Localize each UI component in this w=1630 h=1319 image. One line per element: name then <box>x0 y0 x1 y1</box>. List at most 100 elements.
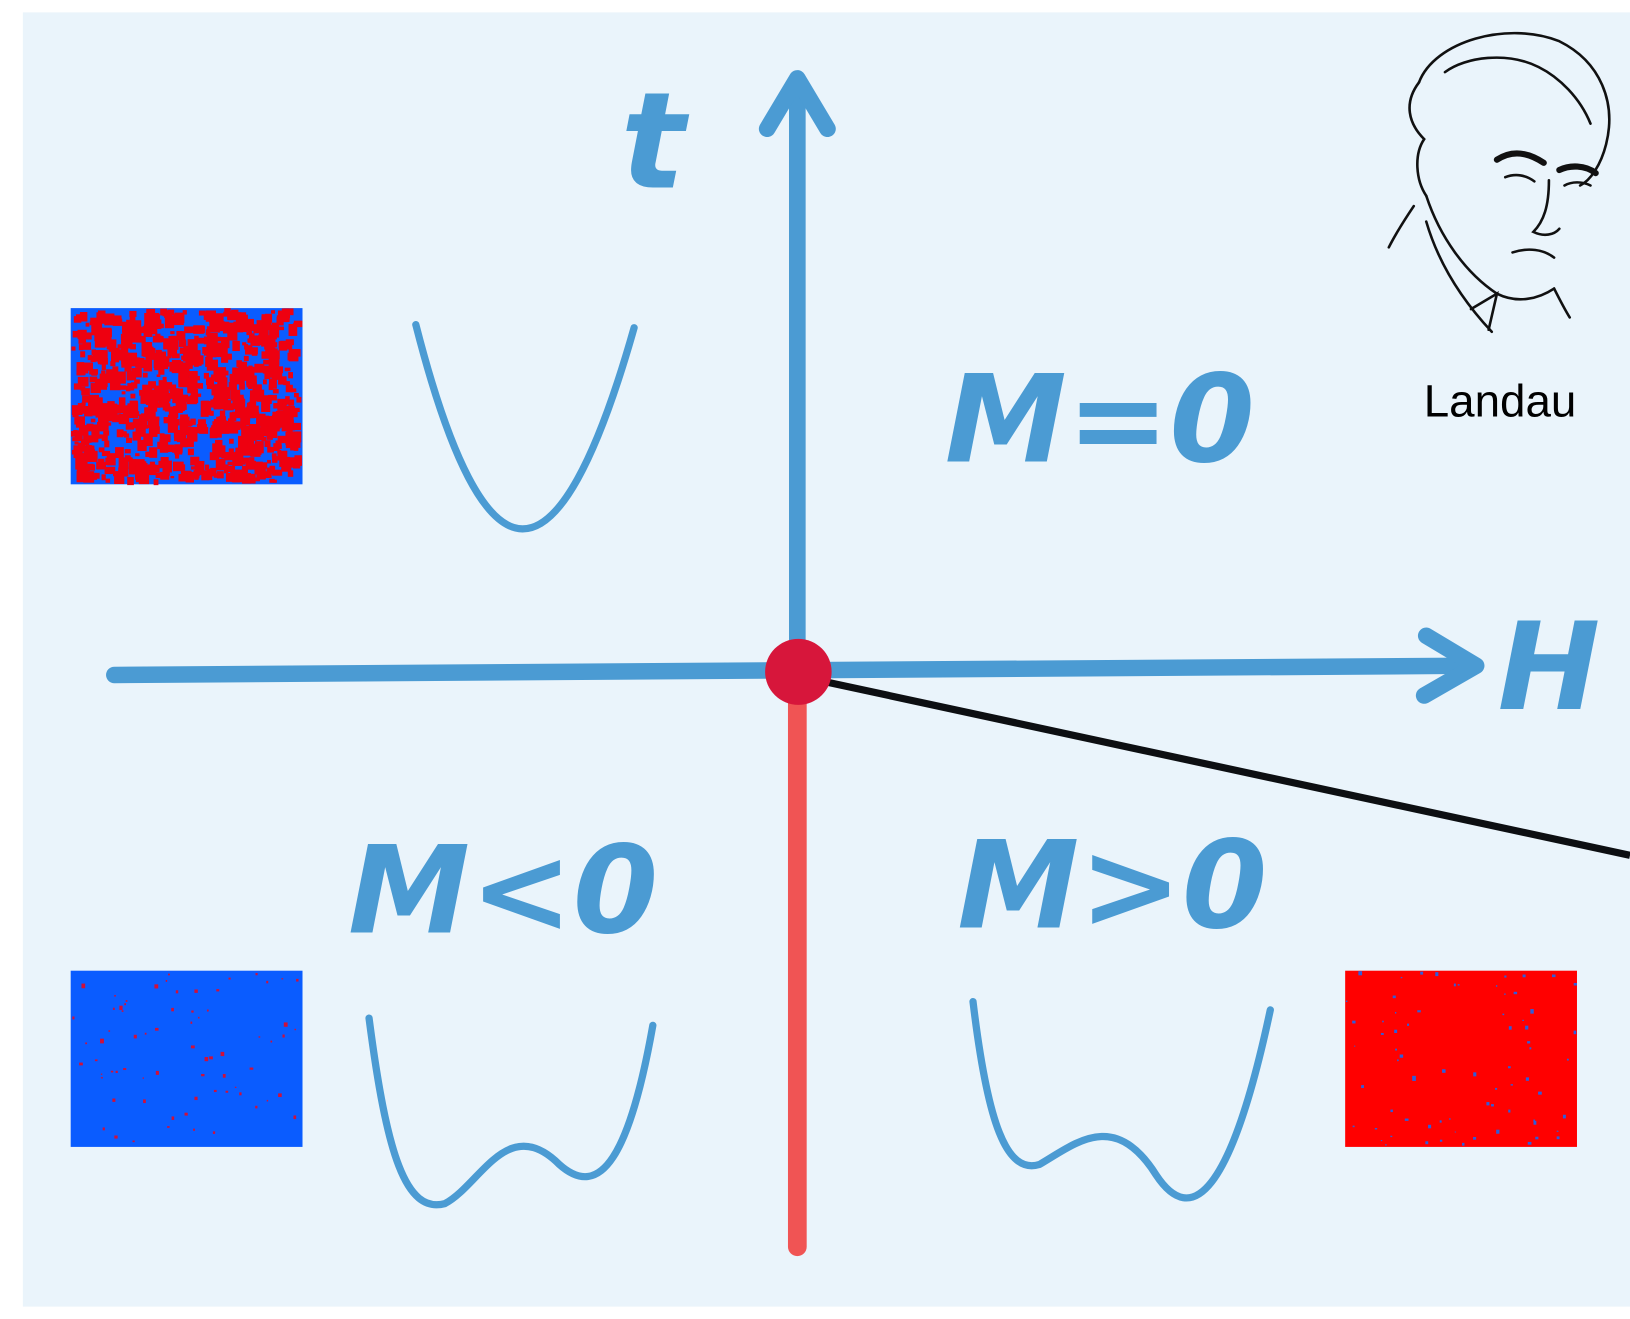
spin-cluster <box>228 462 233 465</box>
spin-cluster <box>1455 1132 1456 1133</box>
spin-cluster <box>1401 977 1403 978</box>
spin-cluster <box>110 361 115 366</box>
spin-cluster <box>134 1035 137 1039</box>
spin-cluster <box>244 356 249 361</box>
spin-cluster <box>191 1022 193 1024</box>
spin-cluster <box>224 425 228 430</box>
portrait-caption: Landau <box>1424 375 1577 426</box>
spin-cluster <box>148 464 157 470</box>
spin-cluster <box>258 415 264 422</box>
spin-cluster <box>73 430 77 433</box>
spin-cluster <box>79 425 86 434</box>
spin-cluster <box>229 439 234 444</box>
spin-cluster <box>158 461 166 468</box>
spin-cluster <box>211 364 215 367</box>
spin-cluster <box>1473 1137 1476 1140</box>
spin-cluster <box>137 359 144 368</box>
spin-cluster <box>237 471 243 478</box>
spin-cluster <box>1382 1021 1384 1023</box>
spin-cluster <box>1509 1026 1512 1030</box>
spin-cluster <box>194 1097 197 1100</box>
spin-cluster <box>204 336 211 344</box>
spin-cluster <box>143 373 148 378</box>
spin-cluster <box>1525 1026 1528 1030</box>
spin-cluster <box>84 434 88 436</box>
spin-cluster <box>250 1068 254 1070</box>
spin-cluster <box>1502 1014 1504 1016</box>
spin-cluster <box>1361 1085 1364 1088</box>
spin-cluster <box>1462 1143 1464 1146</box>
spin-cluster <box>143 1099 146 1103</box>
spin-cluster <box>1535 1137 1538 1140</box>
spin-cluster <box>159 324 164 329</box>
spin-cluster <box>210 427 214 431</box>
spin-cluster <box>146 394 156 405</box>
spin-cluster <box>1354 1046 1355 1047</box>
spin-cluster <box>232 341 240 351</box>
spin-cluster <box>130 394 135 399</box>
spin-cluster <box>223 403 233 410</box>
spin-cluster <box>1486 1102 1489 1105</box>
spin-cluster <box>285 317 289 322</box>
spin-cluster <box>168 974 170 976</box>
spin-cluster <box>133 331 137 334</box>
spin-cluster <box>252 382 256 387</box>
spin-cluster <box>142 425 148 429</box>
spin-cluster <box>176 401 185 411</box>
spin-cluster <box>293 1115 296 1119</box>
spin-cluster <box>1395 1049 1397 1051</box>
spin-cluster <box>246 332 252 336</box>
spin-cluster <box>122 1010 124 1012</box>
spin-cluster <box>277 451 287 461</box>
spin-cluster <box>190 457 199 466</box>
spin-cluster <box>242 466 247 470</box>
spin-cluster <box>1352 1021 1355 1024</box>
spin-cluster <box>133 1140 135 1142</box>
spin-cluster <box>1353 1126 1355 1128</box>
spin-cluster <box>209 1056 213 1059</box>
spin-cluster <box>273 480 277 483</box>
spin-cluster <box>80 351 85 357</box>
spin-cluster <box>282 308 289 316</box>
spin-cluster <box>1508 1110 1510 1113</box>
spin-cluster <box>227 466 235 472</box>
spin-cluster <box>1504 994 1506 995</box>
spin-cluster <box>1533 1120 1535 1122</box>
spin-cluster <box>114 1136 117 1139</box>
spin-cluster <box>142 416 146 421</box>
spin-cluster <box>1440 1140 1442 1142</box>
spin-cluster <box>125 449 131 453</box>
spin-cluster <box>196 355 203 364</box>
spin-cluster <box>100 425 105 429</box>
spin-cluster <box>267 460 271 464</box>
spin-cluster <box>197 338 204 344</box>
spin-cluster <box>223 1074 226 1078</box>
spin-cluster <box>102 364 106 370</box>
spin-cluster <box>289 324 298 336</box>
spin-cluster <box>261 341 267 347</box>
spin-cluster <box>193 325 204 334</box>
spin-cluster <box>81 365 88 374</box>
spin-cluster <box>212 443 222 453</box>
spin-cluster <box>180 427 186 431</box>
spin-cluster <box>153 417 160 421</box>
spin-cluster <box>109 376 117 382</box>
spin-cluster <box>273 389 279 393</box>
spin-cluster <box>86 323 90 327</box>
spin-cluster <box>167 1126 169 1128</box>
spin-cluster <box>171 1008 174 1011</box>
spin-cluster <box>183 350 192 362</box>
spin-cluster <box>279 341 287 348</box>
spin-cluster <box>175 454 179 459</box>
spin-cluster <box>1375 1128 1377 1130</box>
spin-cluster <box>1523 975 1526 978</box>
spin-cluster <box>1440 1120 1442 1122</box>
spin-cluster <box>116 1071 118 1073</box>
spin-cluster <box>210 321 218 327</box>
spin-cluster <box>80 381 86 387</box>
spin-cluster <box>269 424 279 432</box>
spin-cluster <box>294 423 301 430</box>
spin-cluster <box>284 412 288 414</box>
spin-cluster <box>296 979 298 982</box>
spin-cluster <box>77 461 85 472</box>
